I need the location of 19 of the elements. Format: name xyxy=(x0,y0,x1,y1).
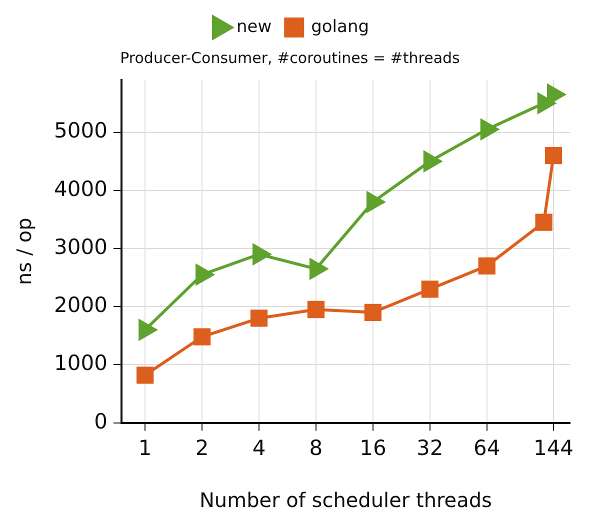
x-tick-label: 1 xyxy=(138,436,152,460)
y-tick-label: 5000 xyxy=(54,118,108,143)
legend-label: new xyxy=(236,16,272,37)
legend-label: golang xyxy=(311,16,370,37)
x-tick-label: 64 xyxy=(474,436,500,460)
x-tick-label: 144 xyxy=(533,436,574,460)
x-tick-label: 8 xyxy=(309,436,323,460)
y-tick-label: 4000 xyxy=(54,176,108,201)
y-tick-label: 0 xyxy=(94,409,108,434)
y-tick-label: 1000 xyxy=(54,351,108,376)
x-axis-title: Number of scheduler threads xyxy=(199,488,492,512)
y-tick-label: 2000 xyxy=(54,293,108,318)
x-tick-label: 2 xyxy=(195,436,209,460)
y-tick-label: 3000 xyxy=(54,234,108,259)
x-tick-label: 16 xyxy=(360,436,386,460)
x-tick-label: 4 xyxy=(252,436,266,460)
y-axis-title: ns / op xyxy=(12,218,36,286)
x-tick-label: 32 xyxy=(416,436,444,460)
chart-title: Producer-Consumer, #coroutines = #threads xyxy=(120,48,460,67)
